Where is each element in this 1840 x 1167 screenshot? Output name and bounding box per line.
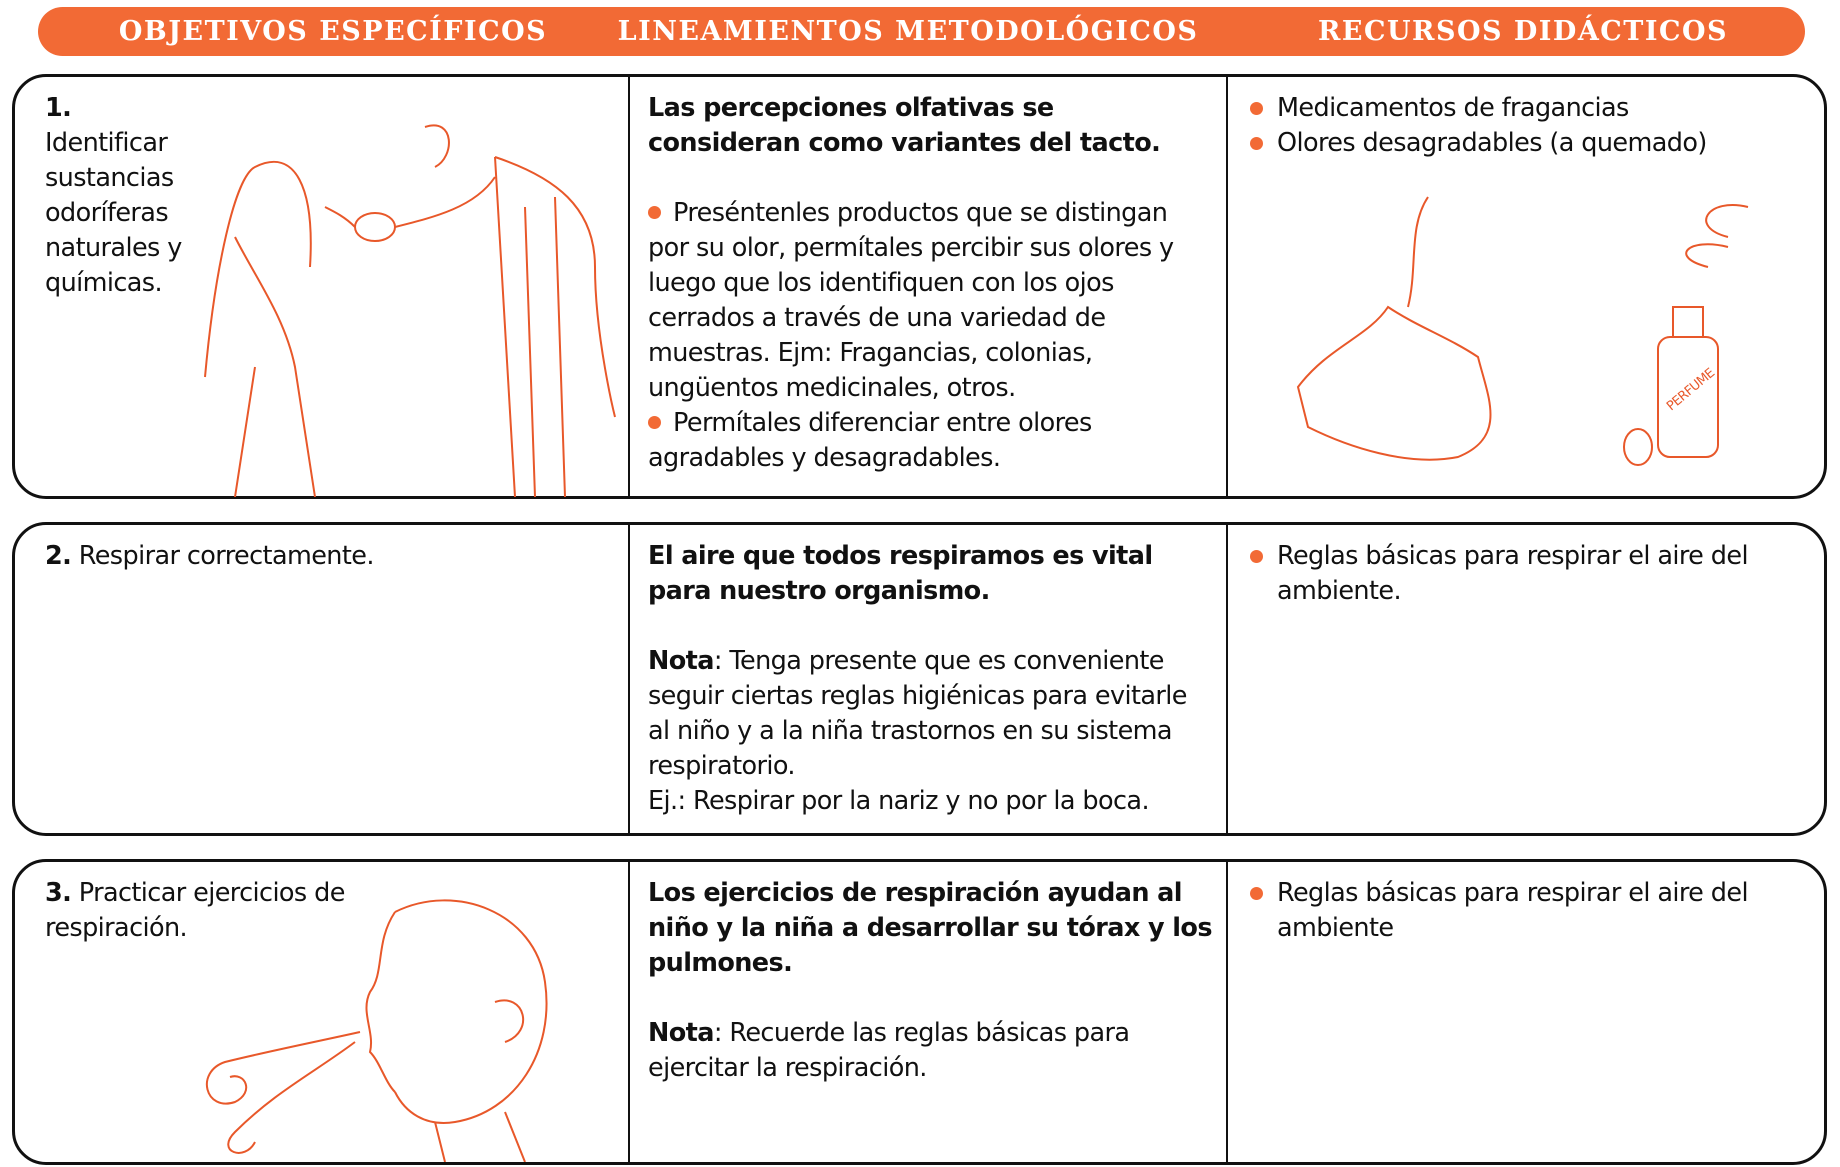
- resource-item: Reglas básicas para respirar el aire del…: [1250, 876, 1804, 946]
- row-number: 3.: [45, 878, 72, 908]
- row: 3. Practicar ejercicios de respiración. …: [12, 859, 1827, 1165]
- bottle-label: PERFUME: [1664, 366, 1718, 415]
- objective-cell: 2. Respirar correctamente.: [15, 525, 628, 833]
- resources-cell: Medicamentos de fragancias Olores desagr…: [1228, 77, 1824, 496]
- methodology-cell: Los ejercicios de respiración ayudan al …: [628, 862, 1228, 1162]
- example: Ej.: Respirar por la nariz y no por la b…: [648, 786, 1150, 816]
- row-number: 2.: [45, 541, 72, 571]
- column-title: RECURSOS DIDÁCTICOS: [1317, 16, 1729, 47]
- heading: Las percepciones olfativas se consideran…: [648, 93, 1161, 158]
- resource-item: Reglas básicas para respirar el aire del…: [1250, 539, 1804, 609]
- resource-item: Medicamentos de fragancias: [1250, 91, 1804, 126]
- odors-illustration: PERFUME: [1296, 196, 1749, 466]
- column-title: OBJETIVOS ESPECÍFICOS: [118, 16, 548, 47]
- resource-item: Olores desagradables (a quemado): [1250, 126, 1804, 161]
- note: : Recuerde las reglas básicas para ejerc…: [648, 1018, 1130, 1083]
- note-label: Nota: [648, 646, 714, 676]
- methodology-cell: Las percepciones olfativas se consideran…: [628, 77, 1228, 496]
- methodology-cell: El aire que todos respiramos es vital pa…: [628, 525, 1228, 833]
- child-illustration: [206, 899, 548, 1162]
- heading: Los ejercicios de respiración ayudan al …: [648, 878, 1213, 978]
- column-title: LINEAMIENTOS METODOLÓGICOS: [617, 16, 1199, 47]
- objective-cell: 3. Practicar ejercicios de respiración.: [15, 862, 628, 1162]
- bullet-item: Preséntenles productos que se distingan …: [648, 196, 1212, 406]
- resources-cell: Reglas básicas para respirar el aire del…: [1228, 862, 1824, 1162]
- objective: Identificar sustancias odoríferas natura…: [45, 128, 182, 298]
- objective-cell: 1. Identificar sustancias odoríferas nat…: [15, 77, 628, 497]
- objective: Practicar ejercicios de respiración.: [45, 878, 345, 943]
- resources-cell: Reglas básicas para respirar el aire del…: [1228, 525, 1824, 833]
- header-bar: OBJETIVOS ESPECÍFICOS LINEAMIENTOS METOD…: [38, 7, 1805, 56]
- heading: El aire que todos respiramos es vital pa…: [648, 541, 1153, 606]
- bullet-item: Permítales diferenciar entre olores agra…: [648, 406, 1212, 476]
- note-label: Nota: [648, 1018, 714, 1048]
- row: 2. Respirar correctamente. El aire que t…: [12, 522, 1827, 836]
- row: 1. Identificar sustancias odoríferas nat…: [12, 74, 1827, 499]
- objective: Respirar correctamente.: [78, 541, 375, 571]
- girl-illustration: [204, 124, 616, 497]
- row-number: 1.: [45, 93, 72, 123]
- note: : Tenga presente que es conveniente segu…: [648, 646, 1187, 781]
